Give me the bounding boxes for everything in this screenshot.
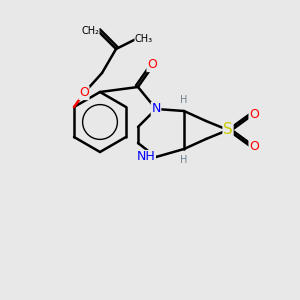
Text: H: H — [180, 95, 188, 105]
Text: O: O — [249, 140, 259, 152]
Text: N: N — [151, 103, 161, 116]
Text: O: O — [249, 107, 259, 121]
Text: S: S — [223, 122, 233, 137]
Text: O: O — [79, 86, 89, 100]
Text: CH₃: CH₃ — [135, 34, 153, 44]
Text: CH₂: CH₂ — [81, 26, 99, 36]
Text: NH: NH — [136, 151, 155, 164]
Text: H: H — [180, 155, 188, 165]
Text: O: O — [147, 58, 157, 71]
